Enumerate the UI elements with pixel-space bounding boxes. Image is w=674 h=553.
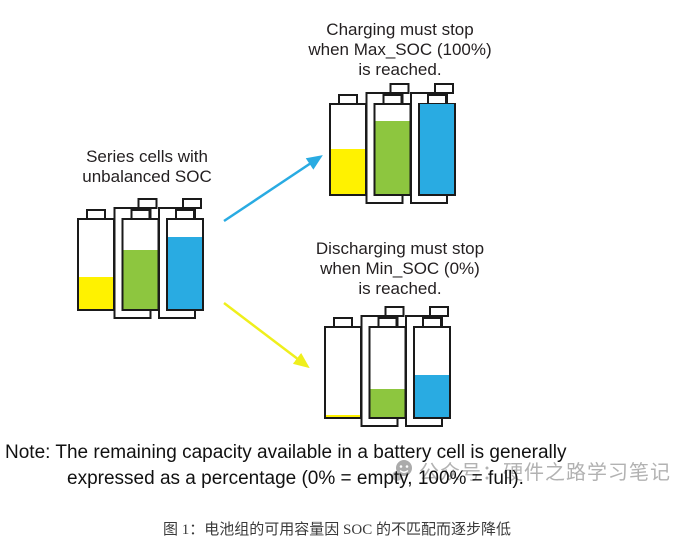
- battery-soc-fill-green: [123, 250, 158, 309]
- battery-soc-fill-green: [370, 389, 405, 417]
- battery-group-unbalanced: [77, 198, 204, 319]
- series-cells-line: Series cells with: [86, 147, 208, 166]
- series-cells-label: Series cells with unbalanced SOC: [61, 147, 233, 187]
- battery-soc-fill-green: [375, 121, 410, 194]
- series-wire-terminal: [434, 83, 454, 94]
- discharge-stop-line: when Min_SOC (0%): [320, 259, 480, 278]
- battery-terminal: [175, 209, 195, 220]
- note-text-line-2: expressed as a percentage (0% = empty, 1…: [67, 468, 524, 489]
- battery-terminal: [86, 209, 106, 220]
- discharge-stop-line: is reached.: [358, 279, 442, 298]
- battery-terminal: [422, 317, 442, 328]
- series-wire-terminal: [429, 306, 449, 317]
- battery-soc-fill-blue: [168, 237, 202, 309]
- battery-terminal: [338, 94, 358, 105]
- battery-group-charged: [329, 83, 456, 204]
- battery-soc-fill-yellow: [331, 149, 365, 194]
- series-wire-terminal: [182, 198, 202, 209]
- battery-soc-fill-yellow: [326, 415, 360, 417]
- note-text-line-1: Note: The remaining capacity available i…: [5, 442, 567, 463]
- discharge-stop-line: Discharging must stop: [315, 239, 485, 258]
- battery-terminal: [333, 317, 353, 328]
- battery-soc-fill-blue: [420, 104, 454, 194]
- battery-terminal: [377, 317, 398, 328]
- figure-caption: 图 1：电池组的可用容量因 SOC 的不匹配而逐步降低: [163, 522, 511, 538]
- series-wire-terminal: [389, 83, 410, 94]
- battery-body: [324, 326, 362, 419]
- series-cells-line: unbalanced SOC: [82, 167, 212, 186]
- battery-soc-fill-blue: [415, 375, 449, 417]
- charge-arrow: [223, 155, 323, 223]
- watermark-text: 公众号：硬件之路学习笔记: [419, 462, 671, 484]
- charge-stop-line: Charging must stop: [326, 20, 474, 39]
- series-wire-terminal: [384, 306, 405, 317]
- series-wire-terminal: [137, 198, 158, 209]
- battery-terminal: [427, 94, 447, 105]
- watermark: 公众号：硬件之路学习笔记: [391, 456, 671, 485]
- battery-terminal: [382, 94, 403, 105]
- discharge-arrow: [223, 302, 310, 369]
- battery-terminal: [130, 209, 151, 220]
- battery-soc-fill-yellow: [79, 277, 113, 309]
- discharge-stop-label: Discharging must stop when Min_SOC (0%) …: [265, 239, 535, 299]
- wechat-face-icon: [391, 459, 415, 483]
- charge-stop-line: is reached.: [358, 60, 442, 79]
- charge-stop-line: when Max_SOC (100%): [308, 40, 492, 59]
- battery-group-discharged: [324, 306, 451, 427]
- charge-stop-label: Charging must stop when Max_SOC (100%) i…: [265, 20, 535, 80]
